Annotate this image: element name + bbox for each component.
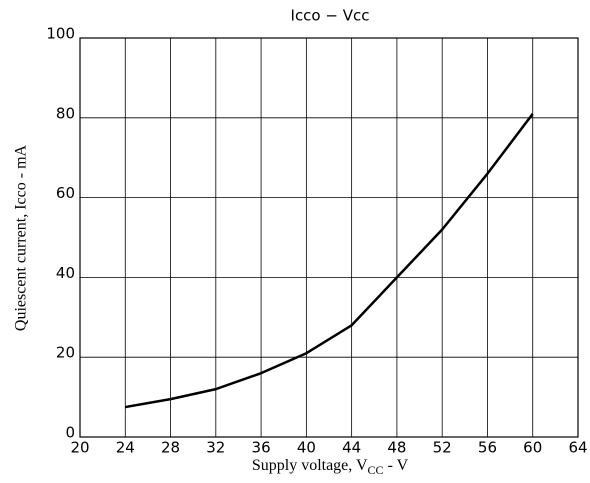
x-axis-label: Supply voltage, VCC - V (252, 457, 409, 477)
x-label-main: Supply voltage, V (252, 457, 368, 474)
y-tick-label: 60 (56, 184, 75, 202)
y-axis-label: Quiescent current, Icco - mA (13, 144, 30, 331)
x-tick-label: 52 (433, 439, 452, 457)
x-tick-label: 40 (297, 439, 316, 457)
line-series (125, 113, 534, 409)
x-tick-label: 56 (478, 439, 497, 457)
x-tick-label: 24 (116, 439, 135, 457)
x-tick-label: 60 (523, 439, 542, 457)
x-tick-label: 36 (252, 439, 271, 457)
y-tick-label: 20 (56, 344, 75, 362)
chart-title: Icco − Vcc (291, 7, 370, 25)
x-tick-label: 28 (161, 439, 180, 457)
x-label-unit: - V (384, 457, 409, 474)
x-tick-label: 64 (568, 439, 587, 457)
y-tick-label: 80 (56, 104, 75, 122)
plot-frame (79, 37, 579, 438)
x-tick-label: 44 (342, 439, 361, 457)
x-tick-label: 32 (206, 439, 225, 457)
y-tick-label: 40 (56, 264, 75, 282)
x-label-sub: CC (368, 463, 384, 477)
y-tick-label: 100 (46, 25, 75, 43)
y-tick-label: 0 (65, 424, 75, 442)
x-tick-label: 48 (387, 439, 406, 457)
x-tick-label: 20 (70, 439, 89, 457)
